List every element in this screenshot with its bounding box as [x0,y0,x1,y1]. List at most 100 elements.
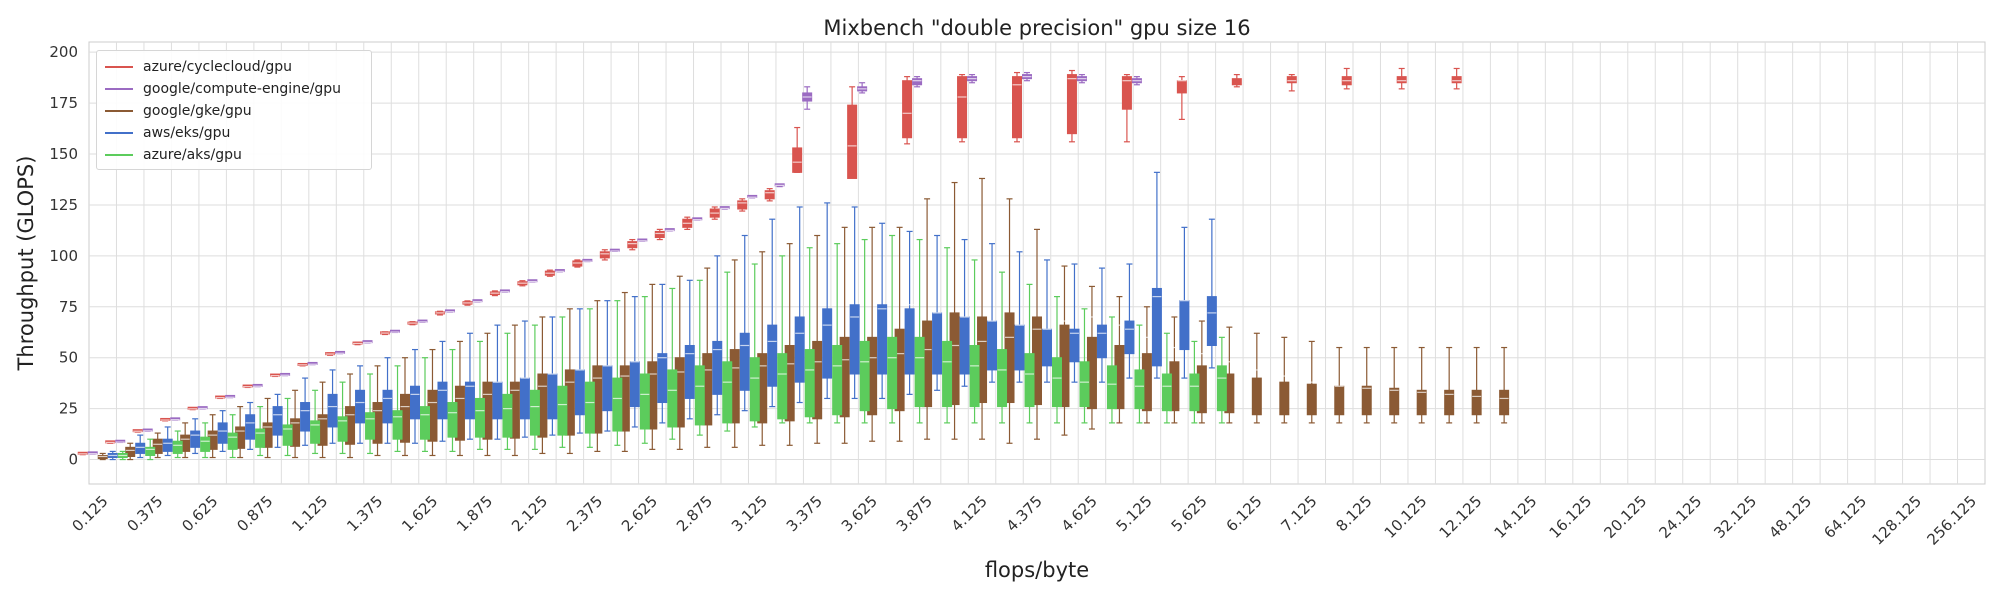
x-tick-label: 6.125 [1223,492,1266,535]
x-tick-label: 0.875 [233,492,276,535]
box [1052,357,1062,408]
box [932,312,943,375]
series-google-gke-gpu [97,177,1510,461]
box [282,424,293,446]
y-tick-label: 150 [49,145,78,163]
box [1179,300,1190,351]
series-azure-aks-gpu [117,234,1227,461]
box [135,442,146,454]
box [255,428,266,448]
x-tick-label: 10.125 [1381,492,1431,542]
box [887,336,898,410]
box [1134,369,1145,410]
box [152,438,163,454]
x-tick-label: 1.375 [343,492,386,535]
legend-swatch [105,110,133,112]
y-tick-label: 75 [59,298,78,316]
box [1206,296,1217,346]
y-tick-label: 25 [59,400,78,418]
x-tick-label: 64.125 [1820,492,1870,542]
box [639,373,650,430]
box [474,397,485,438]
box [1079,361,1090,408]
legend-item: aws/eks/gpu [105,123,230,143]
box [764,190,775,200]
box [337,416,348,442]
legend-item: azure/aks/gpu [105,145,242,165]
box [1121,76,1132,110]
box [912,78,923,86]
y-tick-label: 0 [68,451,78,469]
box [1231,78,1242,86]
legend-label: google/compute-engine/gpu [143,81,342,97]
box [914,336,925,408]
chart-title: Mixbench "double precision" gpu size 16 [823,16,1250,40]
box [849,304,860,375]
box [355,389,366,424]
box [969,344,980,408]
y-tick-label: 175 [49,94,78,112]
box [1286,76,1297,84]
x-tick-label: 3.375 [783,492,826,535]
legend-label: google/gke/gpu [143,103,252,119]
box [327,393,338,428]
x-tick-label: 8.125 [1332,492,1375,535]
y-tick-label: 200 [49,43,78,61]
box [859,340,870,412]
box [145,446,156,456]
box [447,402,458,438]
box [1096,324,1107,359]
x-tick-label: 256.125 [1923,492,1980,549]
x-tick-label: 0.625 [178,492,221,535]
box [502,393,513,438]
box [1066,74,1077,135]
box [654,230,665,239]
series-google-compute-engine-gpu [87,71,1142,455]
box [272,406,283,436]
box [737,200,748,210]
box [804,349,815,418]
x-tick-label: 12.125 [1436,492,1486,542]
x-tick-labels: 0.125 0.375 0.625 0.875 1.125 1.375 1.625 1.875… [68,492,1980,549]
box [1499,389,1510,416]
box [722,361,733,424]
box [749,357,760,422]
box [464,381,475,420]
box [584,381,595,434]
x-tick-label: 24.125 [1655,492,1705,542]
box [794,316,805,383]
box [1151,287,1162,367]
box [172,440,183,454]
legend-swatch [105,88,133,90]
x-tick-label: 0.125 [68,492,111,535]
x-tick-label: 3.125 [728,492,771,535]
box [877,304,888,375]
box [627,241,638,249]
box [557,385,568,436]
x-tick-label: 5.625 [1168,492,1211,535]
box [1069,328,1080,363]
x-tick-label: 3.875 [893,492,936,535]
box [657,353,668,404]
x-tick-label: 0.375 [123,492,166,535]
x-tick-label: 2.625 [618,492,661,535]
x-tick-label: 5.125 [1113,492,1156,535]
box [959,316,970,375]
box [227,432,238,450]
box [437,381,448,420]
box [217,422,228,444]
y-axis-label: Throughput (GLOPS) [14,156,38,372]
box [547,373,558,420]
legend: azure/cyclecloud/gpu google/compute-engin… [96,50,372,170]
legend-item: google/gke/gpu [105,101,252,121]
legend-swatch [105,132,133,134]
box [529,389,540,436]
x-tick-label: 4.375 [1003,492,1046,535]
box [492,381,503,420]
box [1306,383,1317,416]
box [599,251,610,259]
box [162,438,173,452]
box [382,389,393,424]
box [777,353,788,420]
legend-label: azure/aks/gpu [143,147,242,163]
